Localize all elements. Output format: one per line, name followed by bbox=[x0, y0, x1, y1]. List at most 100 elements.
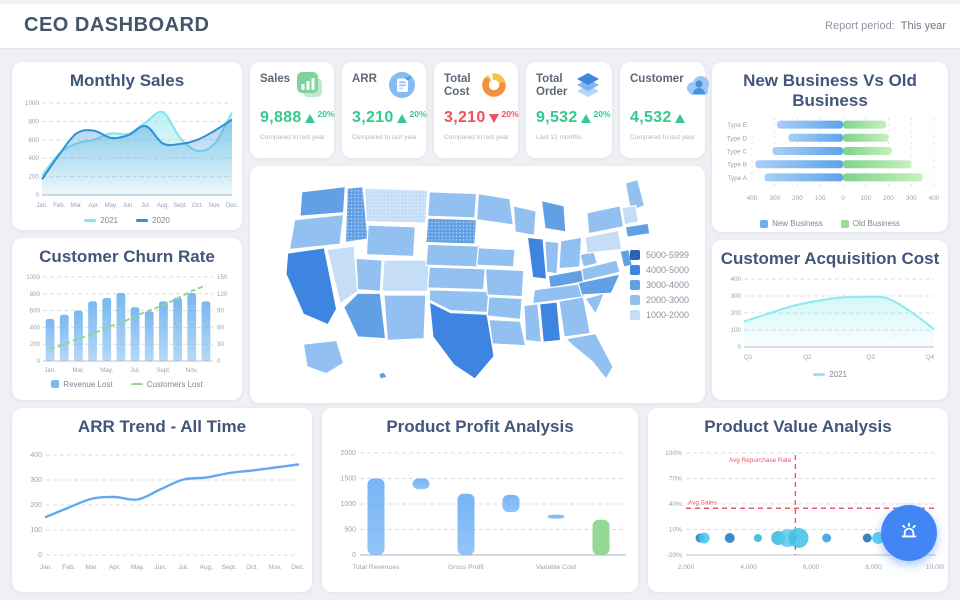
legend-swatch bbox=[51, 380, 60, 389]
svg-text:0: 0 bbox=[37, 358, 41, 365]
customer-cloud-icon bbox=[684, 71, 712, 99]
svg-text:Jul.: Jul. bbox=[130, 367, 140, 374]
svg-text:Type B: Type B bbox=[727, 162, 747, 169]
legend-swatch bbox=[629, 280, 640, 290]
cac-card: Customer Acquisition Cost 0 100 200 300 400 Q… bbox=[712, 240, 948, 400]
legend-item-2020[interactable]: 2020 bbox=[136, 216, 170, 225]
kpi-delta: 20% bbox=[501, 109, 519, 119]
svg-text:Oct.: Oct. bbox=[192, 203, 203, 209]
legend-swatch bbox=[813, 372, 826, 376]
legend-item-revenue-lost[interactable]: Revenue Lost bbox=[51, 380, 113, 389]
svg-text:200: 200 bbox=[883, 195, 894, 202]
kpi-subtext: Compared to last year bbox=[260, 134, 325, 141]
svg-text:500: 500 bbox=[344, 526, 356, 533]
legend-dashed-line bbox=[130, 383, 143, 386]
svg-text:10%: 10% bbox=[669, 526, 682, 533]
svg-text:Type A: Type A bbox=[727, 175, 747, 182]
svg-text:4,000: 4,000 bbox=[740, 564, 757, 571]
legend-swatch bbox=[840, 219, 849, 228]
legend-item-2021[interactable]: 2021 bbox=[813, 370, 847, 379]
svg-text:Apr.: Apr. bbox=[109, 564, 121, 571]
profit-analysis-title: Product Profit Analysis bbox=[386, 417, 574, 436]
svg-text:Jun.: Jun. bbox=[154, 564, 167, 571]
report-period-select[interactable]: Report period: This year bbox=[825, 20, 946, 32]
legend-item-new-business[interactable]: New Business bbox=[760, 219, 823, 228]
svg-text:40%: 40% bbox=[669, 501, 682, 508]
svg-text:Variable Cost: Variable Cost bbox=[536, 564, 576, 571]
svg-text:Aug.: Aug. bbox=[200, 564, 214, 571]
svg-text:600: 600 bbox=[30, 307, 41, 314]
trend-up-icon bbox=[580, 113, 591, 123]
kpi-card-total-cost: Total Cost 3,210 20% Compared to last yea… bbox=[434, 62, 519, 158]
trend-up-icon bbox=[396, 113, 407, 123]
cac-legend[interactable]: 2021 bbox=[712, 370, 948, 379]
arr-trend-title: ARR Trend - All Time bbox=[77, 417, 247, 436]
usa-choropleth-map[interactable] bbox=[254, 176, 705, 391]
map-legend-item: 1000-2000 bbox=[629, 310, 689, 320]
churn-rate-title: Customer Churn Rate bbox=[39, 247, 215, 266]
new-vs-old-legend[interactable]: New Business Old Business bbox=[712, 219, 948, 228]
trend-up-icon bbox=[304, 113, 315, 123]
usa-map-card: 5000-5999 4000-5000 3000-4000 2000-3000 … bbox=[250, 166, 705, 403]
cac-chart: 0 100 200 300 400 Q1 Q2 Q3 Q4 bbox=[716, 271, 944, 366]
kpi-value: 3,210 bbox=[352, 109, 394, 126]
svg-text:200: 200 bbox=[30, 502, 42, 509]
churn-legend[interactable]: Revenue Lost Customers Lost bbox=[12, 380, 242, 389]
svg-text:400: 400 bbox=[28, 155, 39, 162]
legend-item-2021[interactable]: 2021 bbox=[84, 216, 118, 225]
svg-text:Apr.: Apr. bbox=[88, 203, 99, 209]
svg-text:Jan.: Jan. bbox=[44, 367, 56, 374]
svg-text:2,000: 2,000 bbox=[678, 564, 695, 571]
notification-fab-button[interactable] bbox=[881, 505, 937, 561]
svg-text:Sept.: Sept. bbox=[156, 367, 171, 374]
kpi-label: Sales bbox=[260, 73, 291, 85]
kpi-delta: 20% bbox=[409, 109, 427, 119]
svg-text:0: 0 bbox=[217, 358, 221, 365]
monthly-sales-card: Monthly Sales 0 200 400 600 800 1000 Jan. Feb. M… bbox=[12, 62, 242, 230]
kpi-value: 4,532 bbox=[630, 109, 672, 126]
svg-text:Jul.: Jul. bbox=[178, 564, 188, 571]
svg-text:Q4: Q4 bbox=[925, 354, 934, 361]
svg-text:Nov.: Nov. bbox=[269, 564, 282, 571]
monthly-sales-chart: 0 200 400 600 800 1000 Jan. Feb. Mar. Apr. May. Jun… bbox=[16, 95, 240, 216]
kpi-value: 3,210 bbox=[444, 109, 486, 126]
svg-text:Q1: Q1 bbox=[744, 354, 753, 361]
trend-down-icon bbox=[488, 113, 499, 123]
legend-item-old-business[interactable]: Old Business bbox=[840, 219, 900, 229]
report-period-value: This year bbox=[900, 20, 946, 32]
legend-label: 4000-5000 bbox=[645, 265, 689, 275]
kpi-label: Total Order bbox=[536, 73, 568, 99]
legend-item-customers-lost[interactable]: Customers Lost bbox=[130, 380, 203, 389]
svg-text:100: 100 bbox=[731, 327, 742, 334]
cac-title: Customer Acquisition Cost bbox=[720, 249, 940, 268]
svg-text:0: 0 bbox=[35, 192, 39, 199]
svg-text:Type D: Type D bbox=[727, 135, 748, 142]
svg-text:Type C: Type C bbox=[727, 149, 748, 156]
svg-text:400: 400 bbox=[731, 276, 742, 283]
kpi-delta: 20% bbox=[317, 109, 335, 119]
svg-text:800: 800 bbox=[30, 290, 41, 297]
layers-icon bbox=[574, 71, 602, 99]
svg-text:120: 120 bbox=[217, 290, 228, 297]
legend-label: Old Business bbox=[852, 219, 900, 229]
svg-text:70%: 70% bbox=[669, 475, 682, 482]
svg-text:Jul.: Jul. bbox=[141, 203, 151, 209]
legend-label: 2000-3000 bbox=[645, 295, 689, 305]
bar-chart-icon bbox=[296, 71, 324, 99]
svg-text:1500: 1500 bbox=[340, 475, 356, 482]
legend-swatch bbox=[629, 250, 640, 260]
kpi-label: ARR bbox=[352, 73, 377, 85]
map-legend-item: 4000-5000 bbox=[629, 265, 689, 275]
kpi-card-sales: Sales 9,888 20% Compared to last year bbox=[250, 62, 335, 158]
svg-text:-20%: -20% bbox=[667, 552, 683, 559]
svg-text:Avg Sales: Avg Sales bbox=[688, 499, 717, 506]
page-title: CEO DASHBOARD bbox=[24, 14, 210, 36]
legend-label: 2021 bbox=[100, 215, 118, 225]
monthly-sales-legend[interactable]: 2021 2020 bbox=[12, 216, 242, 225]
map-legend-item: 5000-5999 bbox=[629, 250, 689, 260]
svg-text:Feb.: Feb. bbox=[62, 564, 75, 571]
legend-label: 2021 bbox=[829, 369, 847, 379]
legend-swatch bbox=[629, 310, 640, 320]
svg-text:300: 300 bbox=[30, 477, 42, 484]
arr-trend-card: ARR Trend - All Time 0 100 200 300 400 Jan. Fe… bbox=[12, 408, 312, 592]
